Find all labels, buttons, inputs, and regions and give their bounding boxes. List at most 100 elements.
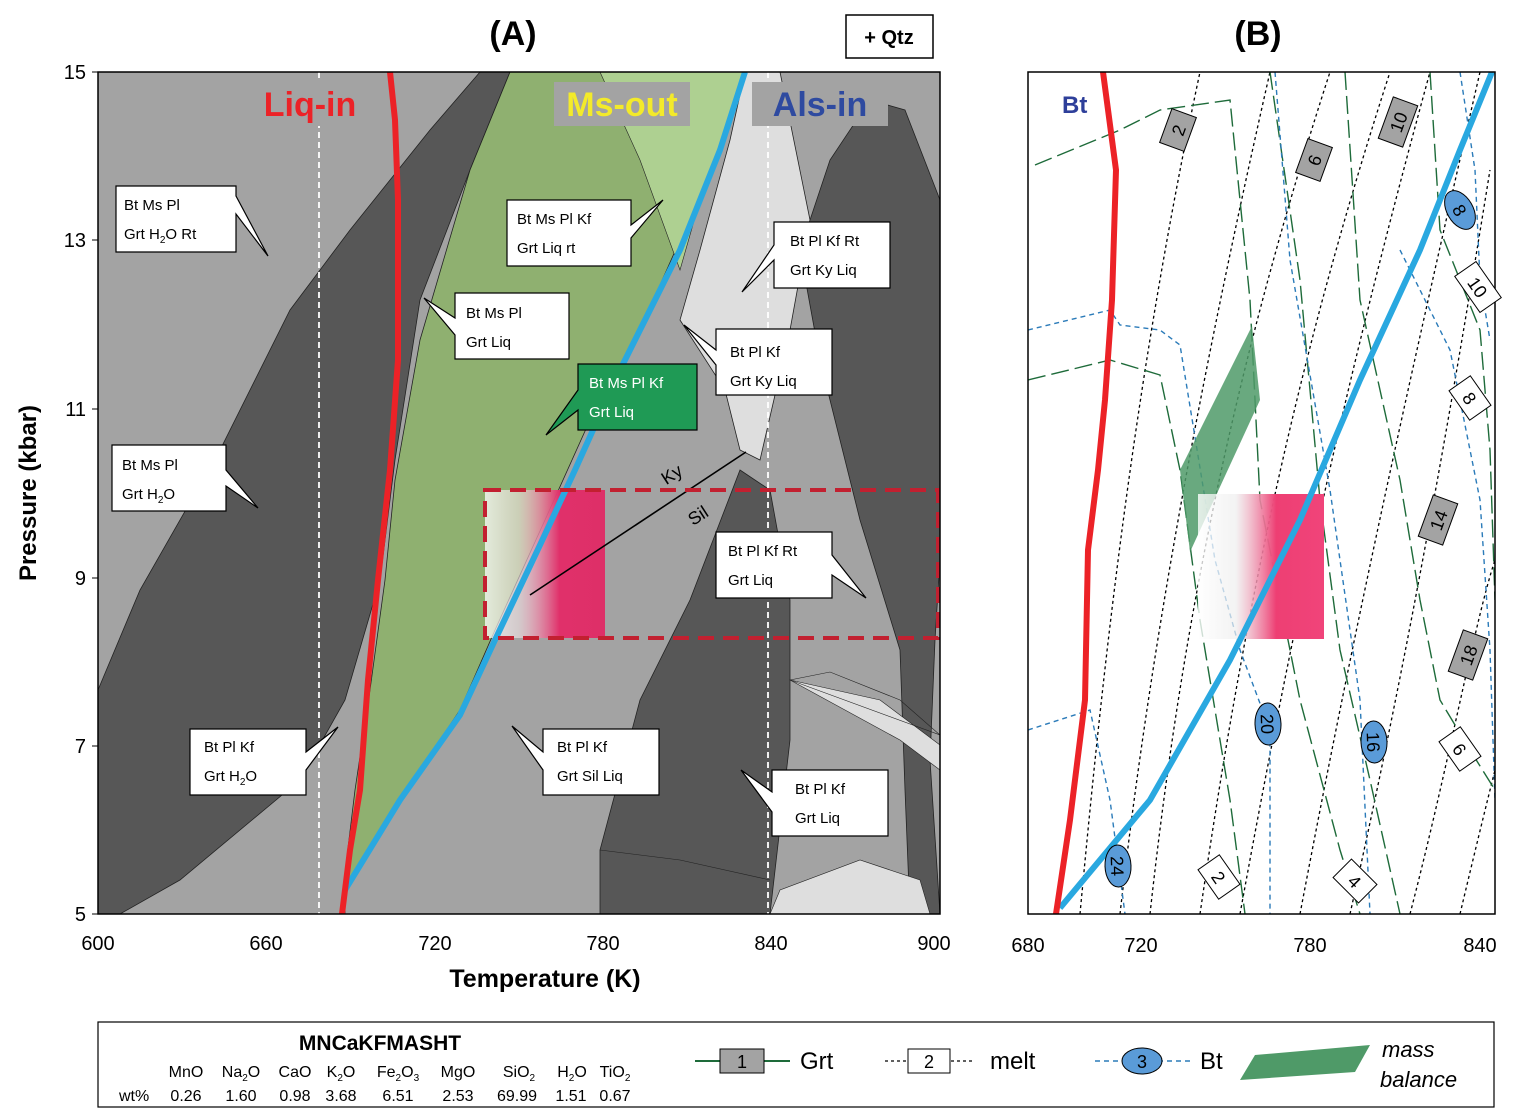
svg-text:MnO: MnO (169, 1064, 204, 1081)
qtz-label: + Qtz (864, 27, 913, 49)
callout-1: Bt Ms Pl Kf Grt Liq rt (506, 199, 664, 267)
svg-text:6.51: 6.51 (382, 1088, 413, 1105)
callout-4: Bt Pl Kf Grt Ky Liq (683, 324, 833, 396)
x-axis-label: Temperature (K) (449, 965, 640, 993)
bt-badges: 8 20 16 24 (1104, 190, 1476, 888)
x-tick: 600 (81, 933, 114, 955)
x-tick-b: 780 (1293, 935, 1326, 957)
liq-in-line (339, 72, 401, 914)
svg-text:Grt Sil Liq: Grt Sil Liq (557, 768, 623, 785)
ms-out-bg (554, 82, 690, 126)
panel-a-frame (97, 71, 941, 915)
svg-text:Grt H2O: Grt H2O (122, 486, 175, 506)
panel-b-title: (B) (1234, 15, 1281, 53)
callout-2: Bt Pl Kf Rt Grt Ky Liq (741, 221, 891, 293)
svg-text:0.98: 0.98 (279, 1088, 310, 1105)
als-in-label: Als-in (773, 86, 867, 124)
callout-7: Bt Pl Kf Rt Grt Liq (715, 531, 867, 599)
als-in-line (342, 72, 748, 892)
svg-text:K2O: K2O (327, 1064, 356, 1084)
svg-text:Bt Ms Pl: Bt Ms Pl (124, 197, 180, 214)
panel-b-bg (1028, 72, 1495, 914)
y-tick: 11 (65, 399, 86, 421)
bt-iso-label: 20 (1257, 714, 1278, 735)
ky-sil-line (529, 451, 747, 596)
svg-text:Grt: Grt (800, 1048, 834, 1075)
callout-0: Bt Ms Pl Grt H2O Rt (115, 185, 269, 257)
svg-text:Bt Pl Kf Rt: Bt Pl Kf Rt (728, 543, 798, 560)
svg-text:2.53: 2.53 (442, 1088, 473, 1105)
x-tick-b: 720 (1124, 935, 1157, 957)
callout-6: Bt Ms Pl Grt H2O (111, 444, 259, 512)
svg-text:Bt: Bt (1200, 1048, 1223, 1075)
field-line-2 (599, 849, 771, 881)
zoom-box (483, 488, 940, 640)
callout-10: Bt Pl Kf Grt Liq (740, 769, 889, 837)
panel-a-title: (A) (489, 15, 536, 53)
svg-text:Grt Liq: Grt Liq (466, 334, 511, 351)
svg-text:Bt Ms Pl: Bt Ms Pl (122, 457, 178, 474)
svg-text:balance: balance (1380, 1067, 1457, 1092)
svg-text:Bt Pl Kf: Bt Pl Kf (795, 781, 846, 798)
svg-text:CaO: CaO (279, 1064, 312, 1081)
melt-badges: 10 8 6 2 4 (1197, 260, 1502, 904)
panel-b-isopleths (1028, 72, 1495, 914)
als-in-bg (752, 82, 888, 126)
svg-text:Fe2O3: Fe2O3 (377, 1064, 420, 1084)
svg-text:TiO2: TiO2 (600, 1064, 631, 1084)
callout-8: Bt Pl Kf Grt H2O (189, 726, 339, 796)
svg-text:0.67: 0.67 (599, 1088, 630, 1105)
panel-a-x-axis: 600 660 720 780 840 900 Temperature (K) (81, 933, 950, 993)
x-tick-b: 840 (1463, 935, 1496, 957)
svg-text:1.51: 1.51 (555, 1088, 586, 1105)
svg-text:Grt Ky Liq: Grt Ky Liq (730, 373, 797, 390)
ms-out-label: Ms-out (566, 86, 677, 124)
svg-text:1.60: 1.60 (225, 1088, 256, 1105)
legend-bt: 3 Bt (1095, 1047, 1223, 1075)
callout-3: Bt Ms Pl Grt Liq (423, 292, 570, 360)
x-tick: 660 (249, 933, 282, 955)
system-name: MNCaKFMASHT (299, 1032, 461, 1055)
svg-text:0.26: 0.26 (170, 1088, 201, 1105)
svg-text:Grt H2O: Grt H2O (204, 768, 257, 788)
wt-label: wt% (118, 1088, 149, 1105)
field-light-bottom (769, 859, 931, 914)
field-line (788, 671, 940, 736)
pt-estimate-b (1198, 494, 1324, 639)
svg-text:Bt Ms Pl Kf: Bt Ms Pl Kf (517, 211, 592, 228)
svg-text:Grt Liq: Grt Liq (589, 404, 634, 421)
svg-text:Bt Pl Kf Rt: Bt Pl Kf Rt (790, 233, 860, 250)
svg-text:Grt H2O Rt: Grt H2O Rt (124, 226, 197, 246)
field-callouts: Bt Ms Pl Grt H2O Rt Bt Ms Pl Kf Grt Liq … (111, 185, 891, 837)
qtz-box (845, 14, 934, 59)
svg-text:Na2O: Na2O (222, 1064, 260, 1084)
panel-b-x-axis: 680 720 780 840 (1011, 935, 1496, 957)
x-tick: 840 (754, 933, 787, 955)
svg-text:Grt Liq: Grt Liq (795, 810, 840, 827)
field-dark-left (98, 72, 511, 914)
field-dark-right (799, 99, 940, 914)
pt-estimate (485, 490, 605, 638)
svg-text:Grt Liq: Grt Liq (728, 572, 773, 589)
svg-text:MgO: MgO (441, 1064, 476, 1081)
panel-a-y-axis: 5 7 9 11 13 15 Pressure (kbar) (15, 62, 98, 926)
svg-text:H2O: H2O (557, 1064, 587, 1084)
panel-b: (B) (1011, 15, 1502, 957)
callout-5: Bt Ms Pl Kf Grt Liq (545, 363, 698, 436)
svg-text:Bt Pl Kf: Bt Pl Kf (204, 739, 255, 756)
bt-label: Bt (1062, 92, 1087, 119)
legend-melt: 2 melt (885, 1048, 1036, 1075)
svg-text:69.99: 69.99 (497, 1088, 537, 1105)
svg-text:2: 2 (924, 1052, 934, 1072)
panel-a: (A) + Qtz (15, 14, 951, 993)
y-axis-label: Pressure (kbar) (15, 405, 42, 581)
svg-text:SiO2: SiO2 (503, 1064, 536, 1084)
svg-text:mass: mass (1382, 1037, 1435, 1062)
callout-9: Bt Pl Kf Grt Sil Liq (511, 725, 660, 796)
y-tick: 15 (64, 62, 86, 84)
oxide-table: MnO 0.26 Na2O 1.60 CaO 0.98 K2O 3.68 Fe2… (169, 1064, 631, 1105)
legend-mass-balance: mass balance (1240, 1037, 1457, 1092)
y-tick: 5 (75, 904, 86, 926)
grt-badges: 2 6 10 14 18 (1158, 96, 1489, 681)
